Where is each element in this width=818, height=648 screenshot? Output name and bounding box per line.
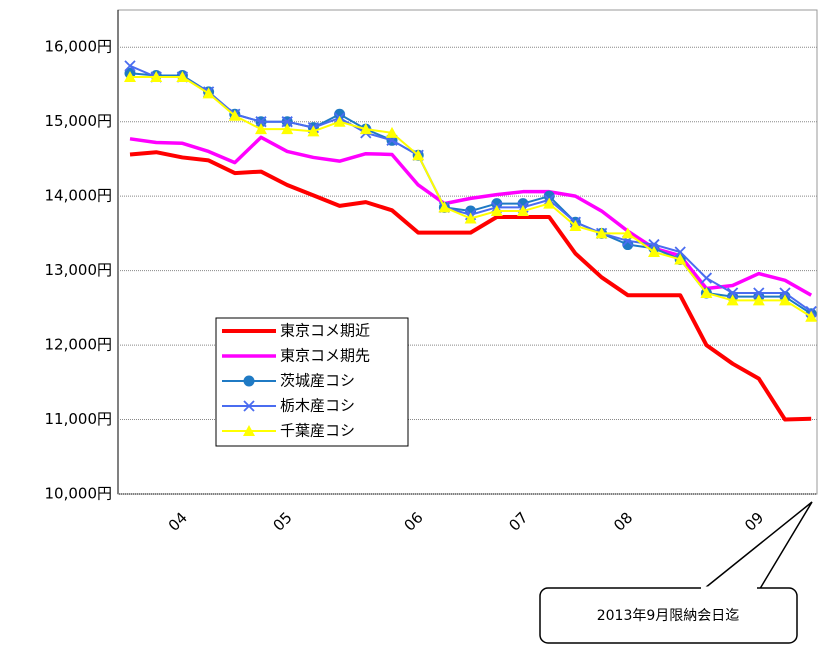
marker — [124, 60, 136, 72]
callout-box — [539, 587, 798, 644]
marker — [243, 400, 255, 412]
y-tick-label: 15,000円 — [45, 112, 113, 130]
x-tick-label: 08 — [610, 509, 636, 535]
legend-label: 東京コメ期先 — [280, 347, 370, 365]
marker — [648, 238, 660, 251]
y-tick-label: 14,000円 — [45, 187, 113, 205]
marker — [202, 87, 215, 99]
marker — [726, 287, 739, 299]
series-line — [129, 150, 812, 422]
marker — [595, 227, 608, 239]
x-tick-label: 05 — [270, 509, 296, 535]
marker — [543, 190, 555, 202]
marker — [438, 201, 451, 213]
marker — [228, 109, 241, 121]
plot — [118, 46, 818, 495]
marker — [621, 227, 634, 239]
marker — [805, 310, 818, 322]
marker — [752, 294, 765, 306]
marker — [255, 123, 267, 135]
marker — [307, 125, 320, 137]
marker — [779, 294, 791, 306]
marker — [517, 205, 529, 217]
marker — [648, 246, 660, 257]
y-tick-label: 11,000円 — [45, 410, 113, 428]
marker — [674, 246, 686, 258]
x-tick-label: 06 — [401, 509, 427, 535]
y-tick-label: 10,000円 — [45, 485, 113, 503]
series-line — [129, 72, 812, 315]
annotation: 2013年9月限納会日迄 — [597, 608, 740, 624]
y-tick-label: 16,000円 — [45, 38, 113, 56]
marker — [359, 123, 372, 135]
marker — [753, 287, 765, 299]
y-tick-label: 13,000円 — [45, 261, 113, 279]
x-tick-label: 07 — [505, 509, 531, 535]
marker — [543, 197, 556, 209]
legend-label: 栃木産コシ — [280, 397, 355, 415]
marker — [124, 71, 136, 83]
marker — [176, 71, 189, 83]
marker — [243, 375, 255, 387]
marker — [281, 116, 293, 128]
marker — [333, 115, 346, 127]
legend-label: 千葉産コシ — [280, 422, 355, 440]
marker — [674, 253, 687, 265]
x-tick-label: 09 — [741, 509, 767, 535]
marker — [726, 294, 739, 306]
marker — [386, 126, 398, 138]
marker — [569, 219, 582, 231]
series-line — [129, 135, 813, 297]
marker — [412, 149, 425, 161]
marker — [490, 205, 503, 217]
marker — [243, 425, 255, 436]
marker — [150, 71, 163, 83]
x-tick-label: 04 — [165, 509, 191, 535]
marker — [334, 108, 346, 120]
legend-label: 茨城産コシ — [280, 372, 355, 390]
y-tick-label: 12,000円 — [45, 336, 113, 354]
marker — [779, 287, 791, 299]
marker — [700, 286, 713, 298]
marker — [281, 123, 294, 135]
legend-label: 東京コメ期近 — [280, 322, 370, 340]
marker — [255, 116, 267, 128]
marker — [700, 272, 713, 284]
marker — [464, 212, 477, 224]
callout-pointer — [699, 501, 813, 593]
